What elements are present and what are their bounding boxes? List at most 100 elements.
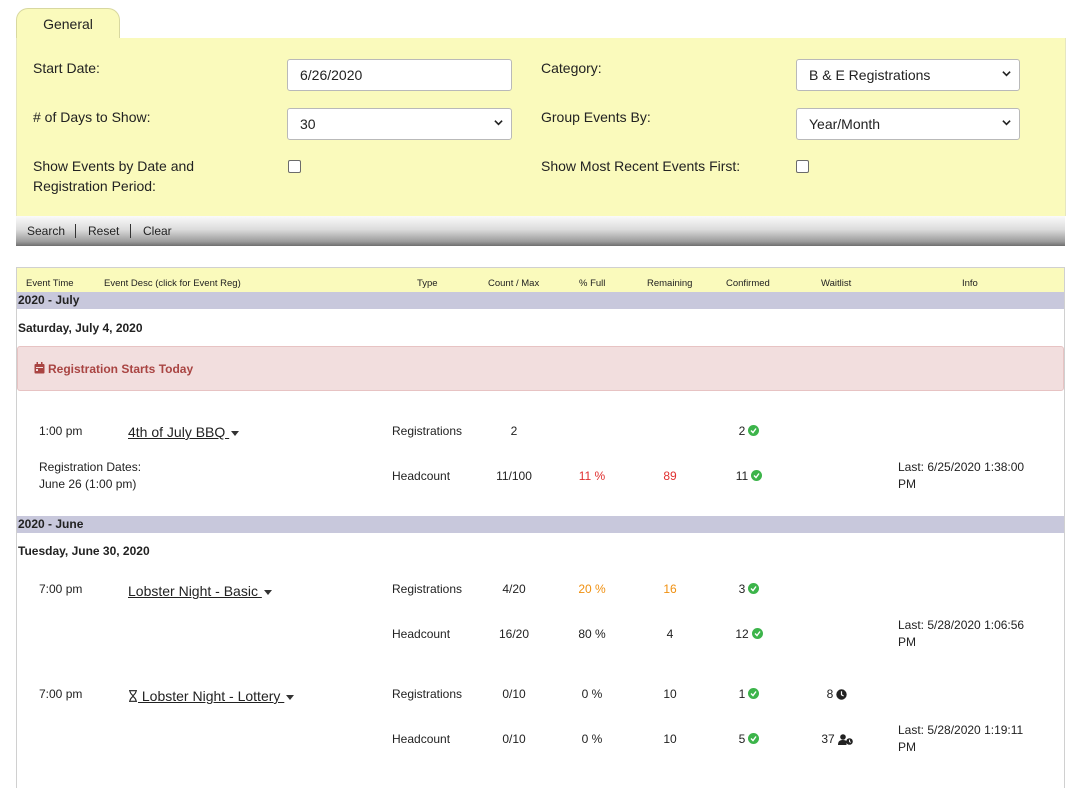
row-type: Registrations: [392, 424, 463, 438]
row-count: 0/10: [502, 687, 526, 701]
row-percent-full: 0 %: [581, 732, 603, 746]
registration-dates-label: Registration Dates:: [39, 460, 142, 474]
filter-panel: Start Date: 6/26/2020 Category: B & E Re…: [16, 38, 1066, 216]
check-circle-icon: [751, 628, 763, 639]
row-type: Registrations: [392, 582, 463, 596]
check-circle-icon: [748, 425, 760, 436]
search-button[interactable]: Search: [27, 224, 66, 238]
category-select-value: B & E Registrations: [809, 67, 931, 83]
col-waitlist: Waitlist: [821, 278, 852, 289]
info-line2: PM: [898, 635, 916, 649]
check-circle-icon: [748, 733, 760, 744]
show-by-date-label: Show Events by Date and Registration Per…: [33, 156, 194, 196]
col-remaining: Remaining: [647, 278, 693, 289]
row-type: Headcount: [392, 469, 451, 483]
reset-button[interactable]: Reset: [88, 224, 120, 238]
row-confirmed: 12: [709, 626, 789, 643]
row-remaining: 16: [663, 582, 677, 596]
event-link[interactable]: Lobster Night - Basic: [128, 582, 272, 600]
col-count-max: Count / Max: [488, 278, 540, 289]
row-percent-full: 11 %: [578, 469, 606, 483]
col-info: Info: [962, 278, 978, 289]
registration-alert: Registration Starts Today: [17, 346, 1064, 391]
category-label: Category:: [541, 60, 602, 76]
waitlist-count: 8: [826, 687, 834, 701]
confirmed-count: 12: [735, 627, 749, 641]
registration-dates: Registration Dates: June 26 (1:00 pm): [39, 459, 141, 493]
row-confirmed: 11: [709, 468, 789, 485]
chevron-down-icon: [1002, 71, 1011, 77]
day-header: Saturday, July 4, 2020: [18, 321, 143, 335]
event-link[interactable]: Lobster Night - Lottery: [128, 687, 295, 705]
row-remaining: 10: [663, 732, 677, 746]
row-info: Last: 6/25/2020 1:38:00 PM: [898, 459, 1024, 493]
event-time: 7:00 pm: [39, 582, 83, 596]
confirmed-count: 2: [738, 424, 746, 438]
row-type: Registrations: [392, 687, 463, 701]
days-select[interactable]: 30: [287, 108, 512, 140]
col-confirmed: Confirmed: [726, 278, 770, 289]
chevron-down-icon: [494, 120, 503, 126]
category-select[interactable]: B & E Registrations: [796, 59, 1020, 91]
show-by-date-label-line1: Show Events by Date and: [33, 158, 195, 174]
tab-general[interactable]: General: [16, 8, 120, 39]
event-name: Lobster Night - Basic: [128, 583, 262, 599]
row-count: 11/100: [496, 469, 532, 483]
event-time: 1:00 pm: [39, 424, 83, 438]
alert-text: Registration Starts Today: [48, 362, 194, 376]
col-percent-full: % Full: [579, 278, 606, 289]
row-confirmed: 1: [709, 686, 789, 703]
confirmed-count: 1: [738, 687, 746, 701]
row-count: 4/20: [502, 582, 526, 596]
group-header: 2020 - July: [17, 292, 1064, 309]
show-by-date-label-line2: Registration Period:: [33, 178, 156, 194]
row-remaining: 10: [663, 687, 677, 701]
info-line2: PM: [898, 477, 916, 491]
start-date-input[interactable]: 6/26/2020: [287, 59, 512, 91]
col-event-time: Event Time: [26, 278, 74, 289]
check-circle-icon: [751, 470, 763, 481]
check-circle-icon: [748, 688, 760, 699]
clear-button[interactable]: Clear: [143, 224, 172, 238]
row-waitlist: 37: [797, 731, 877, 748]
recent-first-label: Show Most Recent Events First:: [541, 158, 741, 174]
row-type: Headcount: [392, 732, 451, 746]
day-header: Tuesday, June 30, 2020: [18, 544, 150, 558]
event-time: 7:00 pm: [39, 687, 83, 701]
caret-down-icon[interactable]: [263, 589, 272, 595]
event-name: Lobster Night - Lottery: [138, 688, 285, 704]
row-confirmed: 2: [709, 423, 789, 440]
caret-down-icon[interactable]: [231, 430, 240, 436]
recent-first-checkbox[interactable]: [796, 160, 809, 173]
waitlist-count: 37: [821, 732, 835, 746]
show-by-date-checkbox[interactable]: [288, 160, 301, 173]
search-toolbar: Search Reset Clear: [16, 216, 1065, 246]
info-line2: PM: [898, 740, 916, 754]
user-clock-icon: [837, 734, 853, 745]
row-count: 16/20: [498, 627, 530, 641]
hourglass-icon: [129, 690, 137, 702]
caret-down-icon[interactable]: [286, 694, 295, 700]
row-remaining: 89: [663, 469, 677, 483]
row-count: 2: [510, 424, 518, 438]
row-confirmed: 5: [709, 731, 789, 748]
events-table: Event Time Event Desc (click for Event R…: [16, 267, 1065, 788]
start-date-label: Start Date:: [33, 60, 100, 76]
clock-icon: [836, 689, 848, 700]
days-label: # of Days to Show:: [33, 109, 151, 125]
row-remaining: 4: [666, 627, 674, 641]
days-select-value: 30: [300, 116, 316, 132]
row-count: 0/10: [502, 732, 526, 746]
row-confirmed: 3: [709, 581, 789, 598]
check-circle-icon: [748, 583, 760, 594]
registration-dates-value: June 26 (1:00 pm): [39, 477, 137, 491]
info-line1: Last: 5/28/2020 1:19:11: [898, 723, 1024, 737]
toolbar-divider: [130, 224, 131, 238]
event-link[interactable]: 4th of July BBQ: [128, 423, 240, 441]
row-percent-full: 80 %: [578, 627, 606, 641]
group-by-select[interactable]: Year/Month: [796, 108, 1020, 140]
confirmed-count: 11: [735, 469, 749, 483]
row-waitlist: 8: [797, 686, 877, 703]
toolbar-divider: [75, 224, 76, 238]
col-type: Type: [417, 278, 438, 289]
